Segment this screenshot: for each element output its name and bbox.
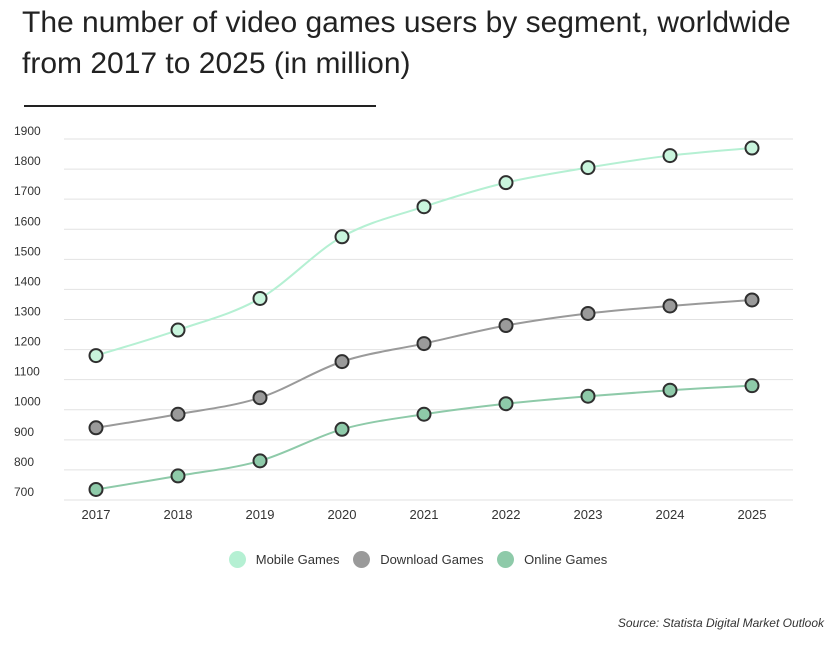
x-tick-label: 2025 — [738, 507, 767, 522]
grid-lines — [64, 138, 793, 501]
y-tick-label: 1700 — [14, 184, 41, 198]
series-line-online-games — [95, 384, 753, 491]
data-point-online-games — [416, 406, 432, 422]
data-point-download-games — [252, 390, 268, 406]
title-underline — [24, 105, 376, 107]
y-tick-label: 1600 — [14, 214, 41, 228]
data-point-mobile-games — [744, 140, 760, 156]
data-point-mobile-games — [334, 229, 350, 245]
data-point-download-games — [580, 305, 596, 321]
legend-swatch-download-games — [353, 551, 371, 569]
x-axis-ticks: 2017 2018 2019 2020 2021 2022 2023 2024 2025 — [82, 507, 767, 522]
legend-item-online-games[interactable]: Online Games — [497, 551, 608, 569]
y-tick-label: 1300 — [14, 305, 41, 319]
y-tick-label: 700 — [14, 485, 34, 499]
legend-swatch-online-games — [497, 551, 515, 569]
data-point-mobile-games — [88, 348, 104, 364]
legend-label: Download Games — [380, 552, 484, 568]
data-point-download-games — [334, 354, 350, 370]
data-point-online-games — [88, 481, 104, 497]
series-line-mobile-games — [95, 147, 753, 357]
legend-item-download-games[interactable]: Download Games — [353, 551, 484, 569]
x-tick-label: 2021 — [410, 507, 439, 522]
legend-label: Online Games — [524, 552, 608, 568]
legend: Mobile Games Download Games Online Games — [0, 551, 836, 569]
data-point-mobile-games — [170, 322, 186, 338]
data-point-online-games — [498, 396, 514, 412]
legend-item-mobile-games[interactable]: Mobile Games — [228, 551, 340, 569]
data-point-mobile-games — [252, 290, 268, 306]
y-tick-label: 800 — [14, 455, 34, 469]
data-point-download-games — [662, 298, 678, 314]
chart-title: The number of video games users by segme… — [22, 6, 791, 80]
data-point-download-games — [498, 318, 514, 334]
legend-swatch-mobile-games — [228, 551, 246, 569]
legend-label: Mobile Games — [255, 552, 340, 568]
line-chart: 700 800 900 1000 1100 1200 1300 1400 1500 1600 170… — [14, 124, 793, 522]
y-tick-label: 1500 — [14, 244, 41, 258]
data-point-mobile-games — [416, 199, 432, 215]
x-tick-label: 2023 — [574, 507, 603, 522]
x-tick-label: 2018 — [164, 507, 193, 522]
data-point-online-games — [580, 388, 596, 404]
data-point-mobile-games — [498, 175, 514, 191]
y-tick-label: 1100 — [14, 365, 40, 379]
data-point-mobile-games — [580, 160, 596, 176]
data-point-mobile-games — [662, 148, 678, 164]
y-tick-label: 1000 — [14, 395, 41, 409]
data-point-download-games — [170, 406, 186, 422]
data-point-download-games — [416, 336, 432, 352]
y-tick-label: 1200 — [14, 335, 41, 349]
data-point-online-games — [744, 378, 760, 394]
x-tick-label: 2017 — [82, 507, 111, 522]
y-tick-label: 1800 — [14, 154, 41, 168]
data-point-online-games — [252, 453, 268, 469]
x-tick-label: 2020 — [328, 507, 357, 522]
y-tick-label: 1400 — [14, 274, 41, 288]
source-note: Source: Statista Digital Market Outlook — [617, 616, 824, 630]
x-tick-label: 2022 — [492, 507, 521, 522]
data-point-online-games — [334, 421, 350, 437]
data-point-download-games — [88, 420, 104, 436]
x-tick-label: 2024 — [656, 507, 685, 522]
y-tick-label: 900 — [14, 425, 34, 439]
data-point-online-games — [662, 382, 678, 398]
y-axis-ticks: 700 800 900 1000 1100 1200 1300 1400 1500 1600 170… — [14, 124, 41, 499]
y-tick-label: 1900 — [14, 124, 41, 138]
x-tick-label: 2019 — [246, 507, 275, 522]
series-points — [88, 140, 760, 497]
data-point-online-games — [170, 468, 186, 484]
data-point-download-games — [744, 292, 760, 308]
